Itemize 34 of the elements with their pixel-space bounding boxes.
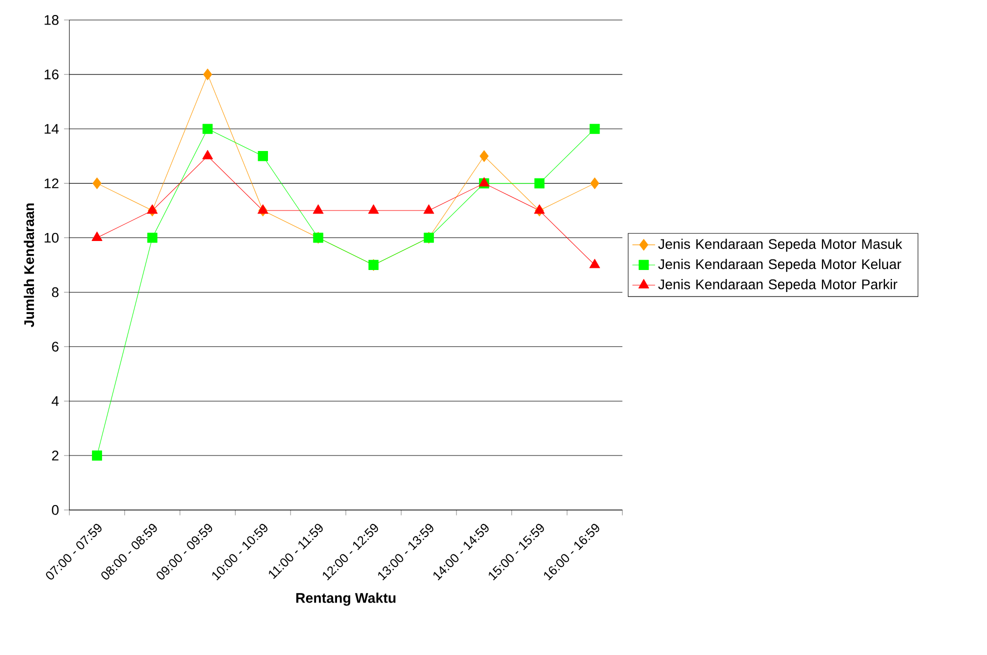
point	[534, 178, 544, 188]
point	[312, 204, 324, 214]
point	[202, 150, 213, 160]
point	[590, 124, 600, 134]
point	[92, 450, 102, 461]
point	[534, 204, 545, 214]
y-tick-label: 16	[44, 70, 59, 80]
point	[147, 232, 158, 243]
y-tick-label: 4	[52, 396, 59, 406]
y-tick-label: 10	[44, 232, 59, 243]
point	[92, 232, 102, 241]
legend-label: Jenis Kendaraan Sepeda Motor Keluar	[658, 258, 902, 272]
point	[258, 151, 268, 162]
point	[590, 177, 600, 190]
point	[202, 124, 213, 134]
point	[423, 204, 434, 214]
point	[203, 68, 212, 80]
y-tick-label: 14	[44, 124, 59, 134]
y-tick-label: 12	[44, 178, 58, 188]
y-tick-label: 2	[52, 450, 58, 460]
x-axis-title: Rentang Waktu	[296, 592, 396, 606]
y-axis-title: Jumlah Kendaraan	[24, 203, 34, 328]
legend-label: Jenis Kendaraan Sepeda Motor Masuk	[658, 238, 902, 252]
point	[368, 204, 379, 214]
legend-label: Jenis Kendaraan Sepeda Motor Parkir	[658, 279, 898, 292]
point	[258, 204, 268, 214]
y-tick-label: 6	[52, 342, 59, 352]
y-tick-label: 0	[52, 505, 59, 515]
y-tick-label: 8	[52, 287, 59, 298]
point	[589, 258, 600, 268]
point	[480, 150, 489, 162]
point	[146, 204, 158, 214]
point	[92, 177, 102, 190]
y-tick-label: 18	[44, 15, 59, 25]
